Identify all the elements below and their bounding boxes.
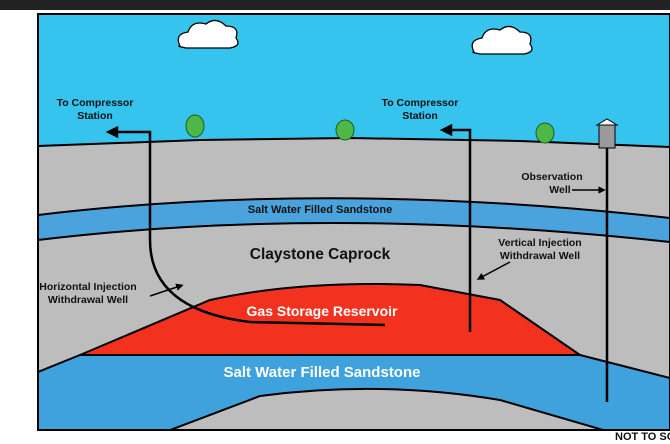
layer-label: Salt Water Filled Sandstone [224,364,421,381]
layer-label: Gas Storage Reservoir [247,303,399,319]
layer-label: Salt Water Filled Sandstone [248,204,392,216]
scale-note: NOT TO SCALE [615,431,670,443]
top-band [0,0,670,10]
well-head [599,124,615,148]
diagram: To CompressorStation To CompressorStatio… [0,0,670,444]
layer-label: Claystone Caprock [250,246,391,263]
